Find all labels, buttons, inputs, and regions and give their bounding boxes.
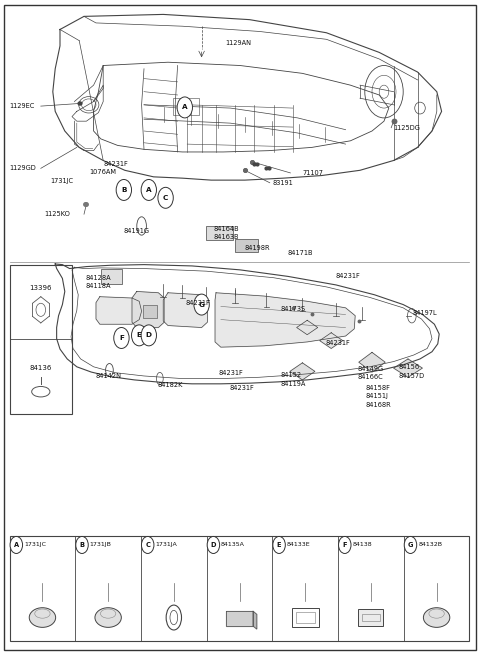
- Text: 84164B: 84164B: [214, 225, 239, 232]
- Polygon shape: [320, 333, 343, 348]
- Text: 84231F: 84231F: [218, 370, 243, 377]
- Circle shape: [141, 325, 156, 346]
- Text: A: A: [14, 542, 19, 548]
- Polygon shape: [163, 293, 207, 328]
- Text: 1129EC: 1129EC: [10, 103, 35, 109]
- Text: 84136: 84136: [30, 365, 52, 371]
- Bar: [10, 536, 469, 641]
- Circle shape: [116, 179, 132, 200]
- Text: D: D: [211, 542, 216, 548]
- Text: B: B: [121, 187, 127, 193]
- Text: 84149G: 84149G: [358, 365, 384, 372]
- Circle shape: [141, 179, 156, 200]
- Text: 1125KO: 1125KO: [45, 211, 71, 217]
- Text: 1731JC: 1731JC: [24, 542, 46, 548]
- Polygon shape: [96, 297, 142, 324]
- Text: 84118A: 84118A: [85, 283, 111, 290]
- Text: 84152: 84152: [281, 372, 302, 379]
- Circle shape: [158, 187, 173, 208]
- Text: 84157D: 84157D: [398, 373, 424, 379]
- Text: 71107: 71107: [302, 170, 324, 176]
- Text: 84197L: 84197L: [413, 310, 437, 316]
- Text: 84142N: 84142N: [96, 373, 122, 379]
- Text: F: F: [119, 335, 124, 341]
- Text: A: A: [146, 187, 152, 193]
- Ellipse shape: [95, 608, 121, 627]
- Text: 84158F: 84158F: [366, 384, 391, 391]
- Bar: [206, 226, 233, 240]
- Ellipse shape: [423, 608, 450, 627]
- Text: E: E: [277, 542, 281, 548]
- Polygon shape: [297, 320, 318, 335]
- Text: 13396: 13396: [30, 285, 52, 291]
- Text: 1731JA: 1731JA: [156, 542, 177, 548]
- Text: 84166C: 84166C: [358, 374, 384, 381]
- Text: 1125DG: 1125DG: [394, 124, 420, 131]
- Text: 1129GD: 1129GD: [10, 165, 36, 172]
- Text: 84173S: 84173S: [281, 306, 306, 312]
- Bar: [359, 609, 384, 626]
- Text: 84231F: 84231F: [103, 160, 128, 167]
- Text: 1129AN: 1129AN: [226, 39, 252, 46]
- Polygon shape: [394, 359, 422, 377]
- Polygon shape: [359, 352, 385, 372]
- Text: 84191G: 84191G: [123, 228, 149, 234]
- Bar: [362, 614, 380, 622]
- Text: 1731JB: 1731JB: [90, 542, 111, 548]
- Text: 84119A: 84119A: [281, 381, 306, 387]
- Text: F: F: [343, 542, 347, 548]
- Text: 84132B: 84132B: [418, 542, 442, 548]
- Text: 84156: 84156: [398, 364, 420, 371]
- Text: G: G: [199, 301, 204, 308]
- Text: 84182K: 84182K: [157, 382, 183, 388]
- Circle shape: [273, 536, 285, 553]
- Polygon shape: [132, 291, 164, 328]
- Text: G: G: [408, 542, 413, 548]
- Text: 84151J: 84151J: [366, 393, 389, 400]
- Text: E: E: [137, 332, 142, 339]
- Text: 83191: 83191: [272, 179, 293, 186]
- Circle shape: [207, 536, 220, 553]
- Bar: [101, 269, 122, 284]
- Text: 84198R: 84198R: [245, 244, 270, 251]
- Text: 84171B: 84171B: [288, 250, 313, 257]
- Text: C: C: [163, 195, 168, 201]
- Text: B: B: [80, 542, 84, 548]
- Text: C: C: [145, 542, 150, 548]
- Bar: [235, 239, 258, 252]
- Text: A: A: [182, 104, 188, 111]
- Text: 84168R: 84168R: [366, 402, 392, 408]
- Bar: [10, 265, 72, 414]
- Circle shape: [76, 536, 88, 553]
- Polygon shape: [253, 611, 257, 629]
- Text: D: D: [146, 332, 152, 339]
- Bar: [296, 612, 315, 623]
- Text: 84231F: 84231F: [336, 273, 361, 280]
- Circle shape: [132, 325, 147, 346]
- Text: 84231F: 84231F: [186, 300, 211, 307]
- Text: 84138: 84138: [352, 542, 372, 548]
- Circle shape: [142, 536, 154, 553]
- Polygon shape: [290, 363, 315, 380]
- Text: 84133E: 84133E: [287, 542, 311, 548]
- Bar: [173, 98, 199, 115]
- Text: 84231F: 84231F: [229, 385, 254, 392]
- Bar: [292, 608, 319, 627]
- Polygon shape: [226, 611, 253, 626]
- Circle shape: [114, 328, 129, 348]
- Text: 1731JC: 1731JC: [50, 178, 73, 185]
- Ellipse shape: [29, 608, 56, 627]
- Text: 84163B: 84163B: [214, 234, 239, 240]
- Circle shape: [338, 536, 351, 553]
- Circle shape: [194, 294, 209, 315]
- Circle shape: [10, 536, 23, 553]
- Polygon shape: [215, 293, 355, 347]
- Text: 84135A: 84135A: [221, 542, 245, 548]
- Bar: [143, 305, 157, 318]
- Text: 84128A: 84128A: [85, 274, 111, 281]
- Text: 1076AM: 1076AM: [89, 169, 116, 176]
- Text: 84231F: 84231F: [325, 340, 350, 346]
- Circle shape: [177, 97, 192, 118]
- Circle shape: [404, 536, 417, 553]
